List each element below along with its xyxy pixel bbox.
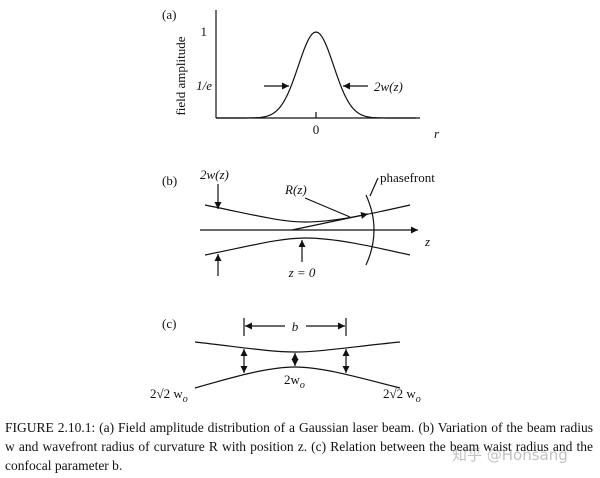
label-main: 2w [284, 372, 301, 387]
tick-label: 1 [201, 24, 208, 39]
beam-edge [194, 341, 401, 353]
panel-label: (a) [162, 7, 176, 22]
x-axis-label: r [434, 126, 440, 141]
label-main: 2√2 w [150, 386, 183, 401]
panel-label: (b) [162, 173, 177, 188]
beam-edge [204, 237, 411, 256]
caption: FIGURE 2.10.1: (a) Field amplitude distr… [5, 420, 593, 473]
label-main: 2√2 w [383, 386, 416, 401]
phasefront [365, 194, 375, 266]
width-label: 2w(z) [374, 79, 403, 94]
beam-edge [204, 204, 411, 223]
radius-label: R(z) [284, 182, 307, 197]
waist-label: 2√2 wo [383, 386, 421, 405]
label-sub: o [300, 380, 305, 391]
panel-label: (c) [162, 316, 176, 331]
waist-label: 2wo [284, 372, 305, 391]
y-axis-label: field amplitude [173, 36, 188, 115]
waist-label: 2√2 wo [150, 386, 188, 405]
label-sub: o [416, 394, 421, 405]
beam-edge [194, 366, 401, 389]
width-label: 2w(z) [200, 167, 229, 182]
tick-label: 1/e [196, 78, 212, 93]
watermark: 知乎 @Honsang [452, 446, 568, 464]
leader-line [304, 197, 351, 218]
label-sub: o [183, 394, 188, 405]
confocal-label: b [292, 319, 299, 334]
leader-line [369, 177, 379, 197]
tick-label: 0 [313, 122, 320, 137]
phasefront-label: phasefront [380, 170, 435, 185]
gaussian-curve [216, 31, 416, 119]
axis-label: z [424, 234, 430, 249]
waist-label: z = 0 [288, 265, 316, 280]
radius-arrow [291, 212, 369, 231]
